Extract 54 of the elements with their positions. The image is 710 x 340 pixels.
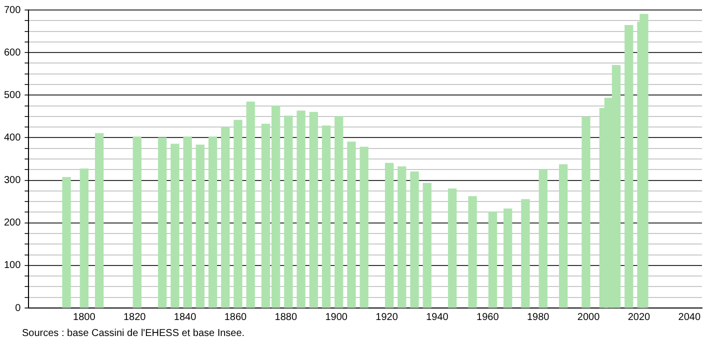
bar [170, 144, 180, 308]
bar [334, 116, 344, 308]
bar [183, 136, 192, 308]
bar [94, 133, 104, 308]
x-tick-label: 1860 [224, 312, 248, 323]
bar [448, 188, 457, 308]
bar [398, 166, 406, 308]
bar [488, 212, 498, 308]
x-tick-label: 1820 [123, 312, 146, 323]
y-tick-label: 300 [4, 175, 22, 186]
bar [62, 176, 71, 308]
y-tick-label: 100 [4, 260, 22, 272]
x-tick-label: 1880 [274, 312, 298, 323]
bar [246, 102, 255, 308]
x-tick-label: 1840 [174, 312, 197, 323]
y-tick-label: 600 [4, 47, 22, 58]
source-note: Sources : base Cassini de l'EHESS et base Insee. [22, 328, 245, 339]
bar [132, 136, 142, 308]
bar [410, 171, 419, 308]
bar [582, 116, 590, 308]
bar [80, 168, 88, 308]
y-tick-label: 0 [15, 302, 22, 314]
x-tick-label: 1920 [376, 312, 398, 323]
x-tick-label: 1980 [526, 312, 550, 323]
bar [322, 125, 331, 308]
y-tick-label: 200 [4, 218, 22, 229]
bar [468, 196, 477, 308]
bar [503, 208, 512, 308]
bar [558, 164, 568, 308]
bar [422, 182, 432, 308]
x-tick-label: 2000 [577, 312, 600, 323]
bar [624, 24, 634, 308]
bar [360, 146, 368, 308]
x-tick-label: 2020 [628, 312, 651, 323]
x-tick-label: 1800 [73, 312, 96, 323]
bar [284, 116, 293, 308]
bar [384, 162, 394, 308]
x-tick-label: 2040 [678, 312, 701, 323]
bar [208, 136, 218, 308]
bar [158, 137, 167, 308]
bar [221, 126, 230, 308]
x-tick-label: 1960 [476, 312, 500, 323]
bar [234, 120, 242, 308]
x-tick-label: 1900 [325, 312, 348, 323]
bar [538, 170, 548, 308]
y-tick-label: 700 [4, 4, 22, 16]
bar [309, 112, 318, 308]
y-tick-label: 400 [4, 132, 22, 144]
bar [196, 144, 204, 308]
bar [296, 110, 306, 308]
x-tick-label: 1940 [426, 312, 449, 323]
y-tick-label: 500 [4, 90, 22, 101]
bar [347, 142, 356, 308]
bar [521, 199, 530, 308]
